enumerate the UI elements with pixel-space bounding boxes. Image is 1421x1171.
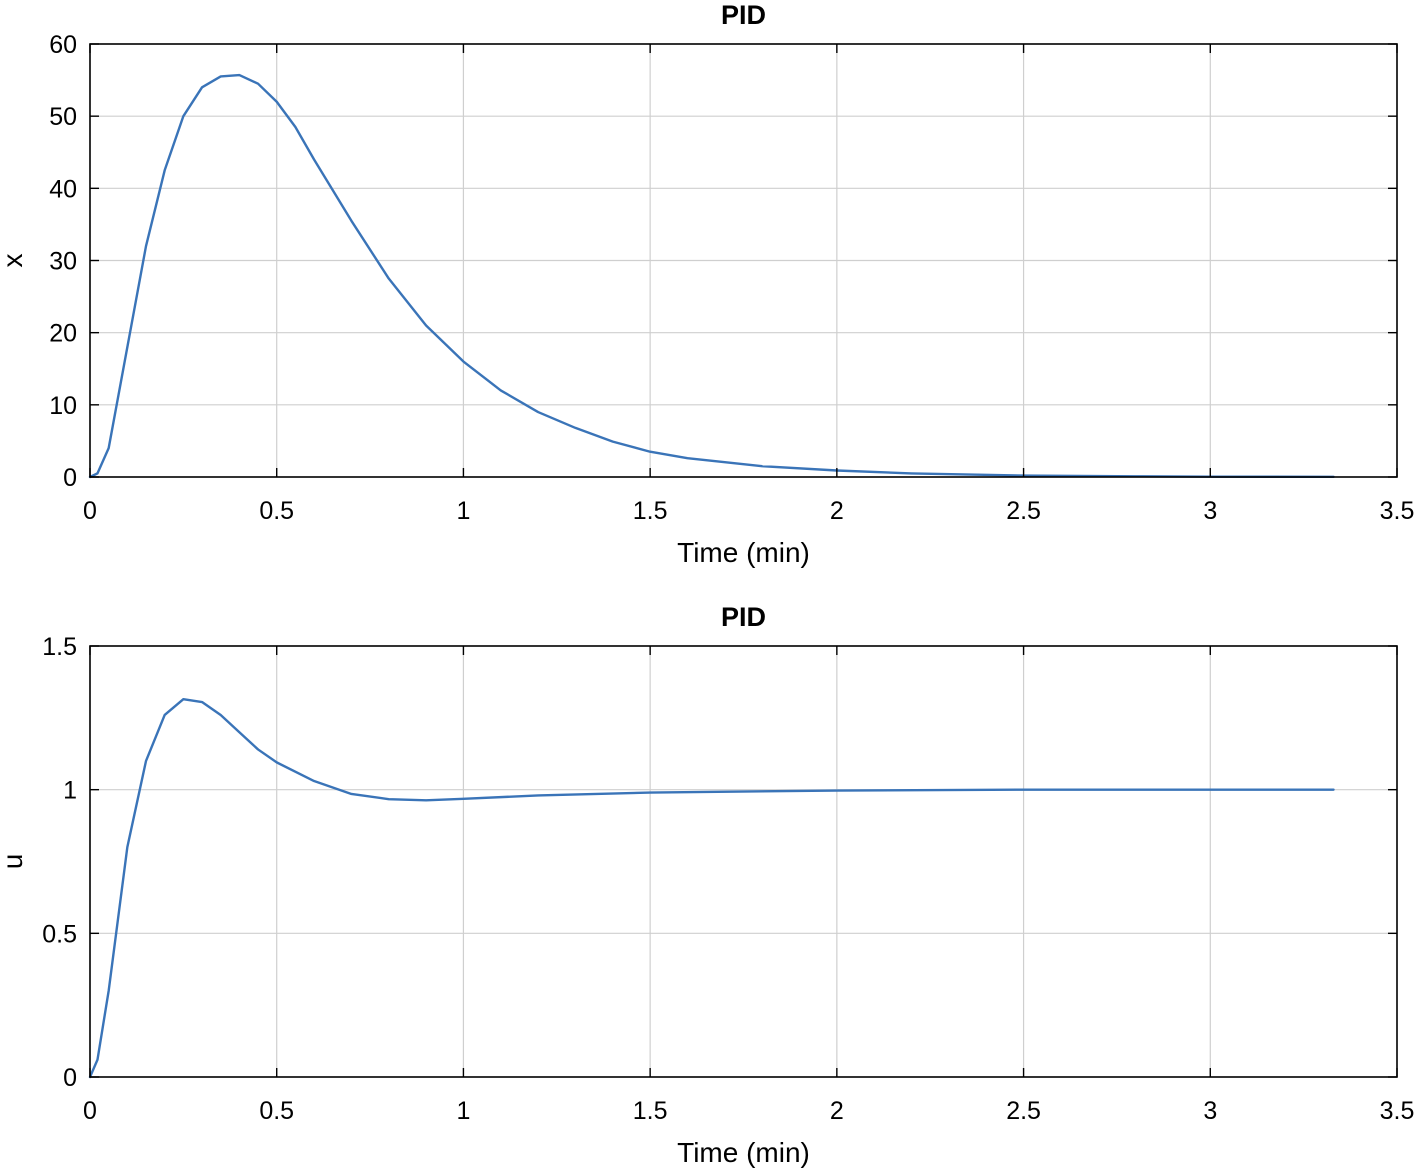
x-tick-label: 1 xyxy=(456,1097,470,1125)
series-line-u xyxy=(88,697,1335,1079)
chart-title: PID xyxy=(721,0,766,30)
chart-u-response: PID Time (min) u 0 0.5 1 1.5 2 2.5 3 3.5 0 0.5 1 1.… xyxy=(0,602,1414,1168)
x-tick-label: 0.5 xyxy=(259,1097,294,1125)
y-tick-label: 40 xyxy=(49,175,77,203)
x-tick-label: 2 xyxy=(830,1097,844,1125)
axes-box xyxy=(89,645,1398,1078)
y-tick-label: 30 xyxy=(49,248,77,276)
x-tick-label: 1.5 xyxy=(633,1097,668,1125)
y-tick-label: 0.5 xyxy=(42,920,77,948)
y-tick-label: 50 xyxy=(49,103,77,131)
x-tick-label: 2 xyxy=(830,497,844,525)
x-axis-label: Time (min) xyxy=(677,537,810,568)
y-tick-label: 1 xyxy=(63,777,77,805)
x-tick-label: 0 xyxy=(83,497,97,525)
x-tick-label: 1.5 xyxy=(633,497,668,525)
x-tick-label: 3 xyxy=(1203,497,1217,525)
x-tick-label: 0.5 xyxy=(259,497,294,525)
x-tick-label: 3.5 xyxy=(1380,1097,1415,1125)
x-tick-label: 2.5 xyxy=(1006,1097,1041,1125)
y-tick-label: 60 xyxy=(49,31,77,59)
x-tick-label: 2.5 xyxy=(1006,497,1041,525)
y-tick-label: 0 xyxy=(63,464,77,492)
y-axis-label: u xyxy=(0,854,28,870)
y-tick-label: 10 xyxy=(49,392,77,420)
x-axis-label: Time (min) xyxy=(677,1137,810,1168)
x-tick-label: 1 xyxy=(456,497,470,525)
y-axis-label: x xyxy=(0,254,28,268)
chart-title: PID xyxy=(721,602,766,632)
y-tick-label: 1.5 xyxy=(42,633,77,661)
y-tick-label: 20 xyxy=(49,320,77,348)
x-tick-label: 3.5 xyxy=(1380,497,1415,525)
chart-x-response: PID Time (min) x 0 0.5 1 1.5 2 2.5 3 3.5 0 10 20 30… xyxy=(0,0,1414,568)
y-tick-label: 0 xyxy=(63,1064,77,1092)
x-tick-label: 0 xyxy=(83,1097,97,1125)
x-tick-label: 3 xyxy=(1203,1097,1217,1125)
